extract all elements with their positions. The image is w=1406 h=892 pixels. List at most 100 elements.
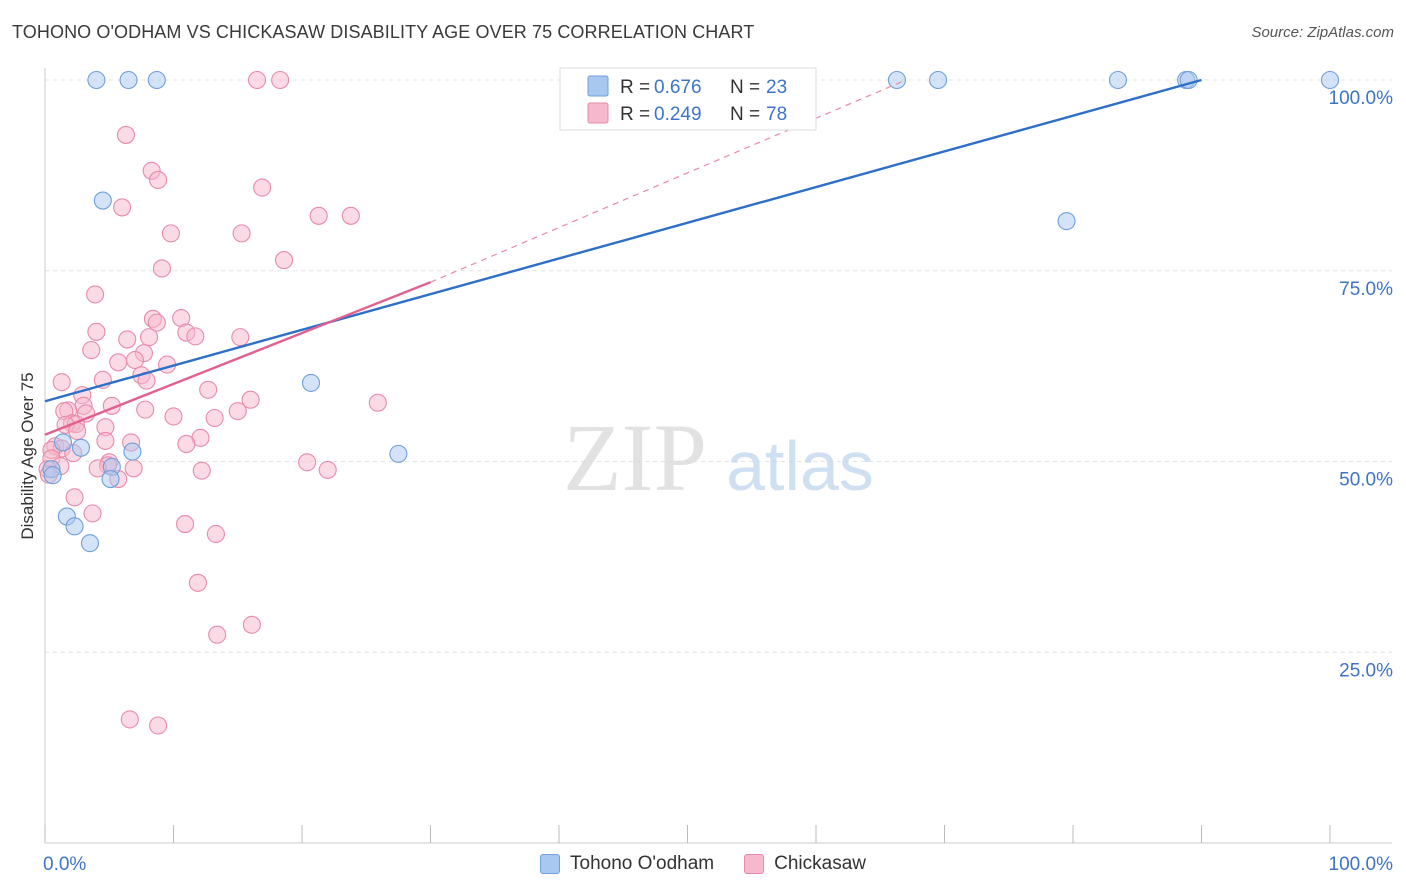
bottom-legend-label-chickasaw: Chickasaw [774, 853, 866, 874]
legend: R = 0.676 N = 23 R = 0.249 N = 78 [559, 67, 817, 131]
data-point-tohono [101, 469, 120, 489]
grid-lines [45, 79, 1392, 653]
x-tick-label-min: 0.0% [43, 854, 86, 875]
y-tick-label: 100.0% [1329, 88, 1394, 109]
y-tick-label: 50.0% [1339, 470, 1393, 491]
data-point-chickasaw [136, 400, 155, 419]
data-point-chickasaw [188, 573, 207, 592]
legend-n-label-tohono: N = [730, 77, 760, 98]
data-point-chickasaw [52, 373, 71, 392]
bottom-legend-swatch-chickasaw [744, 854, 765, 874]
data-point-chickasaw [274, 251, 294, 270]
data-point-chickasaw [161, 224, 180, 243]
data-point-chickasaw [186, 327, 205, 346]
data-point-chickasaw [65, 488, 84, 507]
data-point-chickasaw [231, 328, 250, 347]
data-point-chickasaw [125, 350, 144, 370]
data-point-chickasaw [341, 206, 360, 225]
data-point-tohono [887, 70, 907, 90]
legend-swatch-tohono [587, 75, 609, 97]
y-tick-label: 75.0% [1339, 279, 1393, 300]
data-point-chickasaw [118, 330, 137, 349]
data-point-chickasaw [368, 393, 387, 412]
bottom-legend-item-chickasaw: Chickasaw [744, 853, 866, 875]
data-point-tohono [71, 438, 91, 457]
data-point-chickasaw [120, 710, 139, 729]
data-point-chickasaw [208, 625, 227, 644]
data-point-tohono [80, 534, 100, 553]
data-point-chickasaw [124, 459, 143, 478]
data-point-chickasaw [147, 313, 166, 332]
data-point-chickasaw [199, 380, 218, 399]
tick-labels: 25.0% 50.0% 75.0% 100.0% 0.0% 100.0% [43, 88, 1393, 875]
data-point-chickasaw [228, 402, 247, 421]
data-point-tohono [53, 433, 73, 452]
data-point-chickasaw [87, 322, 106, 341]
source-label: Source: ZipAtlas.com [1251, 24, 1394, 41]
data-point-chickasaw [176, 515, 195, 534]
data-point-chickasaw [96, 431, 115, 450]
data-point-chickasaw [164, 407, 183, 426]
data-point-chickasaw [205, 408, 224, 428]
data-point-chickasaw [86, 285, 105, 304]
data-point-chickasaw [82, 341, 101, 360]
watermark-zip: ZIP [563, 404, 707, 511]
trend-lines [44, 78, 1202, 436]
bottom-legend-swatch-tohono [540, 854, 560, 874]
chart-title: TOHONO O'ODHAM VS CHICKASAW DISABILITY A… [12, 22, 755, 42]
watermark: ZIP atlas [563, 404, 874, 511]
legend-n-value-tohono: 23 [766, 77, 787, 98]
data-point-chickasaw [140, 328, 159, 347]
data-point-chickasaw [113, 198, 132, 217]
data-point-chickasaw [247, 70, 267, 90]
data-point-chickasaw [109, 353, 128, 372]
y-axis-label: Disability Age Over 75 [18, 372, 37, 539]
data-points [38, 70, 1340, 735]
data-point-chickasaw [192, 461, 211, 480]
data-point-chickasaw [253, 178, 272, 197]
bottom-legend-label-tohono: Tohono O'odham [570, 853, 715, 874]
data-point-chickasaw [309, 206, 328, 225]
data-point-tohono [119, 70, 138, 90]
x-tick-label-max: 100.0% [1329, 854, 1394, 875]
data-point-chickasaw [83, 504, 102, 523]
data-point-tohono [65, 517, 84, 536]
data-point-chickasaw [116, 125, 136, 144]
data-point-chickasaw [149, 170, 168, 190]
data-point-chickasaw [206, 524, 225, 544]
data-point-tohono [929, 70, 948, 90]
legend-n-label-chickasaw: N = [730, 104, 760, 125]
data-point-chickasaw [232, 224, 251, 243]
legend-r-value-chickasaw: 0.249 [654, 104, 702, 125]
trend-line-chickasaw-extension [430, 79, 907, 283]
legend-r-label-chickasaw: R = [620, 104, 650, 125]
data-point-tohono [1057, 212, 1076, 231]
data-point-chickasaw [298, 453, 317, 472]
watermark-atlas: atlas [726, 427, 874, 505]
trend-line-tohono [44, 78, 1202, 403]
data-point-chickasaw [318, 460, 337, 479]
data-point-chickasaw [242, 615, 261, 634]
axes [44, 68, 1392, 844]
trend-line-chickasaw [44, 281, 431, 436]
data-point-tohono [301, 373, 321, 392]
data-point-chickasaw [241, 390, 260, 409]
data-point-tohono [147, 70, 166, 90]
legend-n-value-chickasaw: 78 [766, 104, 787, 125]
bottom-legend: Tohono O'odham Chickasaw [0, 850, 1406, 878]
legend-r-value-tohono: 0.676 [654, 77, 702, 98]
data-point-tohono [123, 442, 142, 461]
y-tick-label: 25.0% [1339, 660, 1393, 681]
data-point-tohono [43, 466, 62, 485]
data-point-chickasaw [177, 434, 196, 454]
legend-swatch-chickasaw [587, 102, 609, 124]
legend-r-label-tohono: R = [620, 77, 650, 98]
data-point-tohono [389, 444, 408, 463]
data-point-tohono [1108, 70, 1128, 90]
data-point-tohono [1320, 70, 1340, 90]
data-point-chickasaw [152, 259, 171, 278]
data-point-tohono [87, 70, 106, 90]
data-point-tohono [93, 191, 112, 210]
data-point-chickasaw [149, 716, 168, 735]
